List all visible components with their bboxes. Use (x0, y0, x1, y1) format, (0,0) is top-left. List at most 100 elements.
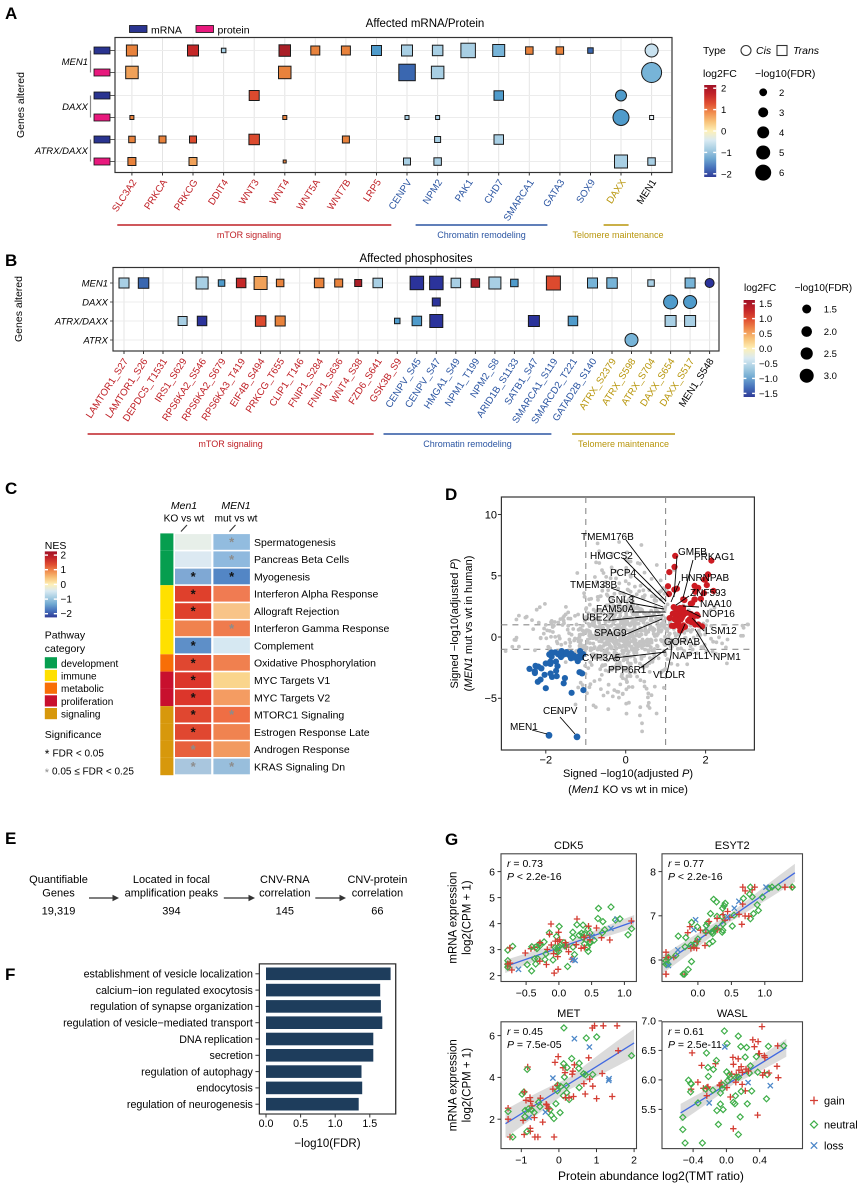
svg-text:regulation of synapse organiza: regulation of synapse organization (90, 1001, 253, 1013)
svg-text:ATRX/DAXX: ATRX/DAXX (34, 146, 89, 157)
svg-text:2: 2 (61, 551, 67, 562)
svg-text:Men1: Men1 (171, 500, 197, 512)
svg-text:MEN1: MEN1 (510, 722, 538, 733)
svg-text:3: 3 (779, 108, 784, 119)
svg-text:log2(CPM + 1): log2(CPM + 1) (462, 1048, 474, 1123)
svg-text:6.5: 6.5 (641, 1045, 656, 1057)
svg-text:mut vs wt: mut vs wt (214, 514, 257, 525)
svg-text:Chromatin remodeling: Chromatin remodeling (423, 439, 512, 449)
svg-text:TMEM176B: TMEM176B (581, 532, 634, 543)
svg-text:calcium−ion regulated exocytos: calcium−ion regulated exocytosis (96, 985, 253, 997)
svg-text:1.0: 1.0 (759, 314, 772, 325)
svg-text:P < 2.2e-16: P < 2.2e-16 (668, 871, 723, 883)
svg-text:2: 2 (721, 84, 726, 95)
svg-text:KO vs wt: KO vs wt (164, 514, 205, 525)
svg-text:regulation of neurogenesis: regulation of neurogenesis (127, 1099, 253, 1111)
svg-text:0: 0 (623, 755, 629, 767)
svg-text:CNV-RNA: CNV-RNA (260, 874, 310, 886)
svg-text:145: 145 (276, 906, 294, 918)
svg-text:correlation: correlation (259, 888, 310, 900)
svg-text:A: A (5, 4, 17, 23)
svg-text:0.0: 0.0 (552, 988, 567, 1000)
svg-text:establishment of vesicle local: establishment of vesicle localization (84, 969, 253, 981)
svg-text:regulation of vesicle−mediated: regulation of vesicle−mediated transport (63, 1018, 253, 1030)
svg-text:7.0: 7.0 (641, 1016, 656, 1028)
svg-text:1.5: 1.5 (824, 305, 837, 316)
svg-text:*: * (191, 707, 197, 722)
svg-text:MYC Targets V2: MYC Targets V2 (254, 692, 330, 704)
svg-text:0: 0 (61, 580, 67, 591)
svg-text:*: * (191, 586, 197, 601)
svg-text:−1.0: −1.0 (759, 374, 778, 385)
svg-text:−2: −2 (61, 609, 73, 620)
svg-text:*: * (191, 742, 197, 757)
svg-text:development: development (61, 659, 118, 670)
svg-text:−2: −2 (540, 755, 553, 767)
svg-text:−1.5: −1.5 (759, 389, 778, 400)
svg-text:F: F (5, 965, 15, 984)
svg-text:P = 7.5e-05: P = 7.5e-05 (507, 1039, 562, 1051)
svg-text:6: 6 (779, 168, 784, 179)
svg-text:Telomere maintenance: Telomere maintenance (578, 439, 669, 449)
svg-text:P < 2.2e-16: P < 2.2e-16 (507, 871, 562, 883)
svg-text:NAP1L1: NAP1L1 (672, 651, 710, 662)
svg-text:Interferon Alpha Response: Interferon Alpha Response (254, 589, 378, 601)
svg-text:*: * (191, 655, 197, 670)
svg-text:Affected mRNA/Protein: Affected mRNA/Protein (366, 18, 485, 30)
svg-text:−log10(FDR): −log10(FDR) (795, 283, 853, 294)
svg-text:0.4: 0.4 (752, 1155, 767, 1167)
svg-text:2: 2 (489, 970, 495, 982)
svg-text:NAA10: NAA10 (700, 599, 732, 610)
svg-text:immune: immune (61, 672, 97, 683)
svg-text:*: * (191, 638, 197, 653)
svg-text:0: 0 (491, 632, 497, 644)
svg-text:MTORC1 Signaling: MTORC1 Signaling (254, 710, 344, 722)
svg-text:2: 2 (779, 88, 784, 99)
svg-text:Pathway: Pathway (45, 630, 86, 642)
svg-text:r = 0.77: r = 0.77 (668, 858, 704, 870)
svg-text:66: 66 (371, 906, 383, 918)
svg-text:−1: −1 (61, 595, 73, 606)
svg-text:1.0: 1.0 (617, 988, 632, 1000)
svg-text:0.0: 0.0 (259, 1118, 274, 1130)
svg-text:FDR < 0.05: FDR < 0.05 (53, 749, 105, 760)
svg-text:mTOR signaling: mTOR signaling (217, 230, 281, 240)
svg-text:0.5: 0.5 (584, 988, 599, 1000)
svg-text:MEN1: MEN1 (82, 279, 108, 290)
svg-text:*: * (229, 569, 235, 584)
svg-text:*: * (191, 759, 197, 774)
svg-text:−1: −1 (515, 1155, 527, 1167)
svg-text:CYP3A5: CYP3A5 (582, 653, 621, 664)
svg-text:Androgen Response: Androgen Response (254, 744, 350, 756)
svg-text:NES: NES (45, 540, 67, 552)
svg-text:DNA replication: DNA replication (179, 1034, 253, 1046)
svg-text:1: 1 (721, 105, 726, 116)
svg-text:MET: MET (557, 1008, 581, 1020)
svg-text:HMGCS2: HMGCS2 (590, 551, 633, 562)
svg-text:CDK5: CDK5 (554, 840, 583, 852)
svg-text:KRAS Signaling Dn: KRAS Signaling Dn (254, 761, 345, 773)
svg-text:5.5: 5.5 (641, 1104, 656, 1116)
svg-text:ATRX: ATRX (82, 336, 108, 347)
svg-text:category: category (45, 643, 86, 655)
svg-text:signaling: signaling (61, 710, 100, 721)
svg-text:0.5: 0.5 (724, 988, 739, 1000)
svg-text:ESYT2: ESYT2 (715, 840, 750, 852)
svg-text:log2FC: log2FC (744, 283, 776, 294)
svg-text:proliferation: proliferation (61, 697, 113, 708)
svg-text:1.0: 1.0 (328, 1118, 343, 1130)
svg-text:Trans: Trans (793, 45, 820, 57)
svg-text:4: 4 (489, 1072, 495, 1084)
svg-text:WASL: WASL (717, 1008, 748, 1020)
svg-text:2: 2 (703, 755, 709, 767)
svg-text:4: 4 (489, 918, 495, 930)
svg-text:6: 6 (489, 866, 495, 878)
svg-text:G: G (445, 830, 458, 849)
svg-text:−0.5: −0.5 (759, 359, 778, 370)
svg-text:0.5: 0.5 (293, 1118, 308, 1130)
svg-text:*: * (229, 759, 235, 774)
svg-text:P = 2.5e-11: P = 2.5e-11 (668, 1039, 722, 1051)
svg-text:DAXX: DAXX (62, 102, 89, 113)
svg-text:Signed −log10(adjusted P): Signed −log10(adjusted P) (449, 559, 461, 689)
svg-text:FAM50A: FAM50A (596, 604, 635, 615)
